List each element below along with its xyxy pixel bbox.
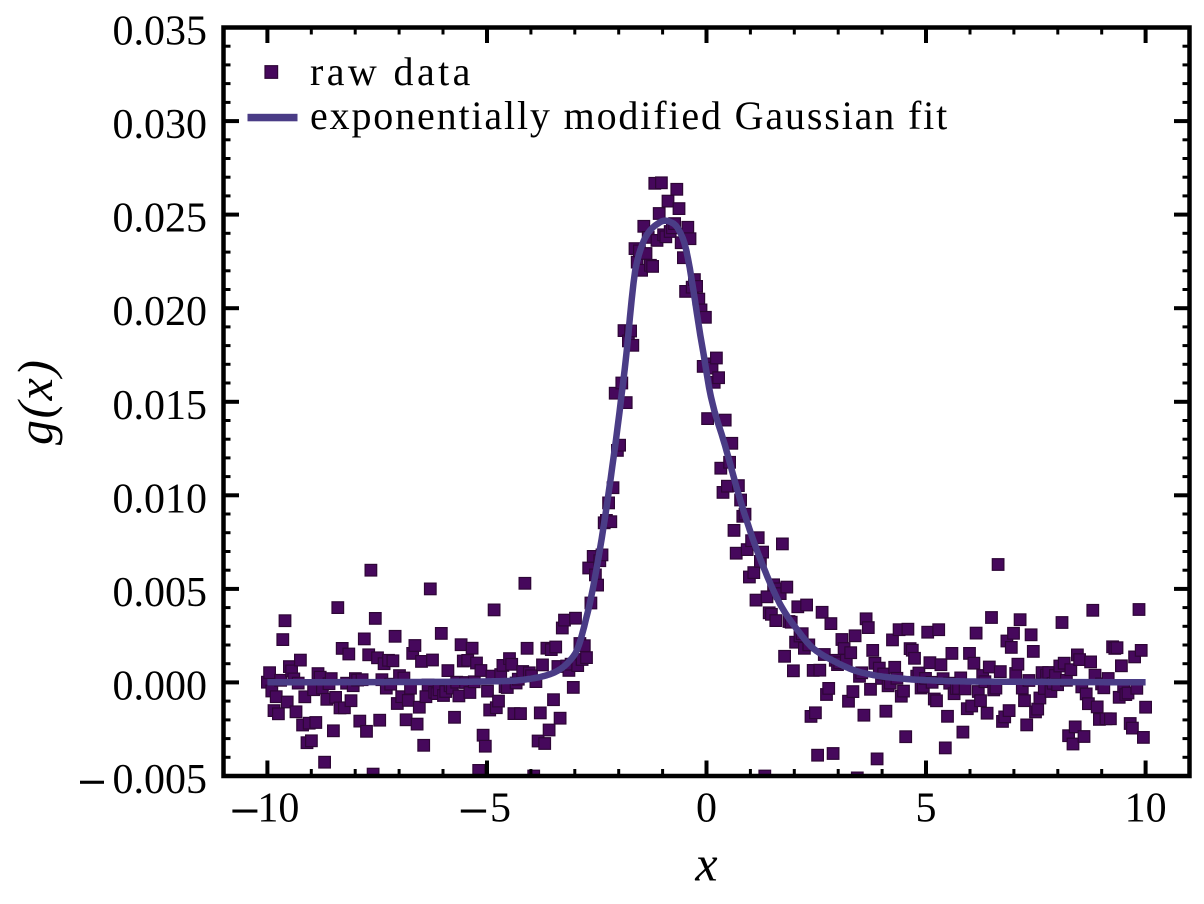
svg-text:5: 5 [490, 785, 511, 831]
svg-text:0.010: 0.010 [113, 476, 208, 522]
svg-text:0: 0 [696, 785, 717, 831]
svg-text:0.005: 0.005 [113, 757, 208, 803]
svg-text:g(x): g(x) [7, 359, 63, 446]
svg-text:0.020: 0.020 [113, 289, 208, 335]
svg-text:0.035: 0.035 [113, 9, 208, 55]
svg-text:0.015: 0.015 [113, 383, 208, 429]
svg-text:10: 10 [257, 785, 299, 831]
svg-text:10: 10 [1125, 785, 1167, 831]
svg-text:x: x [694, 835, 717, 891]
svg-text:0.000: 0.000 [113, 663, 208, 709]
svg-text:exponentially modified Gaussia: exponentially modified Gaussian fit [310, 93, 949, 138]
svg-text:raw data: raw data [310, 49, 474, 94]
svg-text:0.025: 0.025 [113, 196, 208, 242]
svg-text:0.005: 0.005 [113, 570, 208, 616]
svg-text:0.030: 0.030 [113, 102, 208, 148]
svg-text:5: 5 [916, 785, 937, 831]
